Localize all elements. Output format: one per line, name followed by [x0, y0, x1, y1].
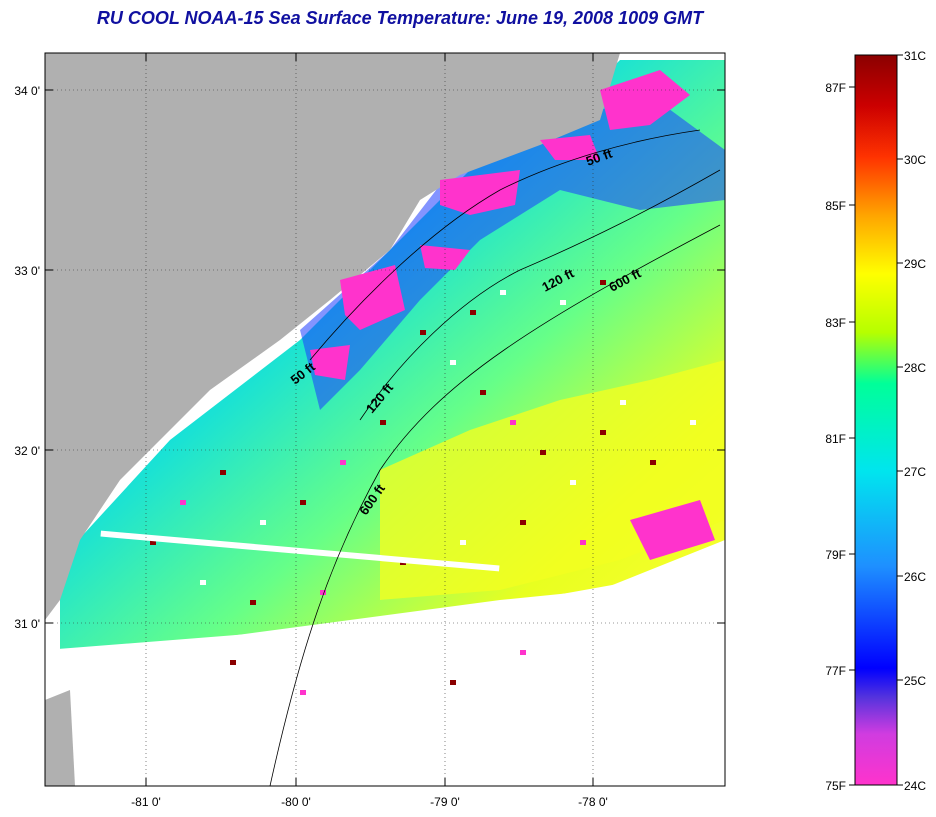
colorbar-f-label: 87F — [825, 81, 846, 95]
lon-label: -79 0' — [430, 795, 460, 809]
plot-frame — [44, 52, 726, 787]
colorbar-c-label: 24C — [904, 779, 926, 793]
lat-label: 32 0' — [14, 444, 40, 458]
cold-patches — [310, 70, 715, 560]
land-mass-south — [45, 690, 75, 786]
colorbar-c-label: 29C — [904, 257, 926, 271]
lon-label: -81 0' — [131, 795, 161, 809]
lon-label: -78 0' — [578, 795, 608, 809]
sst-image — [45, 53, 725, 786]
colorbar-c-label: 27C — [904, 465, 926, 479]
nearshore-cool-water — [300, 95, 725, 410]
colorbar-f-label: 81F — [825, 432, 846, 446]
colorbar-f-label: 79F — [825, 548, 846, 562]
land-mass — [45, 53, 620, 620]
colorbar-f-label: 75F — [825, 779, 846, 793]
graticule — [45, 53, 725, 786]
map-title: RU COOL NOAA-15 Sea Surface Temperature:… — [96, 8, 704, 28]
colorbar-c-label: 25C — [904, 674, 926, 688]
lat-label: 33 0' — [14, 264, 40, 278]
colorbar-c-label: 30C — [904, 153, 926, 167]
scattered-pixels — [150, 280, 696, 695]
colorbar-c-label: 26C — [904, 570, 926, 584]
warm-offshore-water — [380, 360, 725, 600]
isobaths — [269, 129, 721, 786]
frame-ticks — [45, 53, 725, 786]
lat-label: 31 0' — [14, 617, 40, 631]
colorbar-ticks — [849, 54, 903, 786]
colorbar-f-label: 85F — [825, 199, 846, 213]
lat-label: 34 0' — [14, 84, 40, 98]
lon-label: -80 0' — [281, 795, 311, 809]
colorbar-f-label: 77F — [825, 664, 846, 678]
colorbar — [854, 54, 898, 786]
colorbar-f-label: 83F — [825, 316, 846, 330]
colorbar-c-label: 31C — [904, 49, 926, 63]
cloud-mask — [45, 540, 725, 786]
colorbar-c-label: 28C — [904, 361, 926, 375]
cloud-streak — [100, 530, 500, 572]
